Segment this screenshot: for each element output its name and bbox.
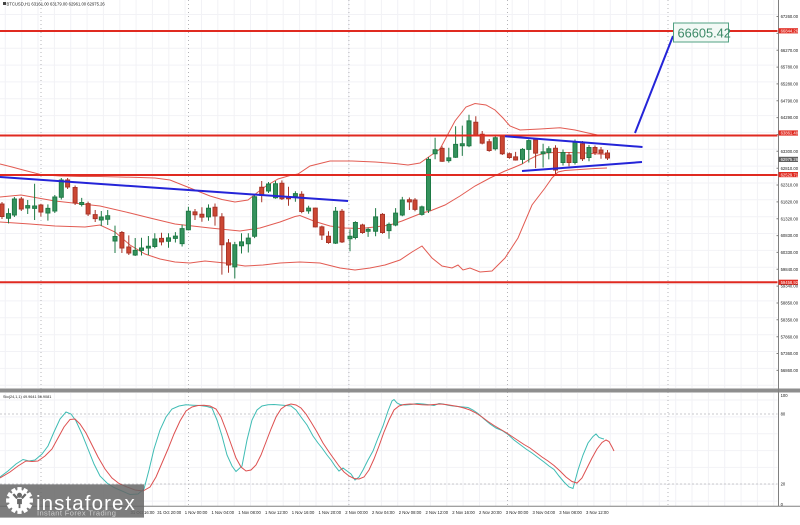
svg-text:2 Nov 00:00: 2 Nov 00:00 (345, 510, 368, 515)
svg-text:2 Nov 12:00: 2 Nov 12:00 (425, 510, 448, 515)
svg-text:20: 20 (781, 482, 786, 487)
svg-text:63861.48: 63861.48 (781, 131, 799, 136)
svg-text:BTCUSD,H1 63161.00 63179.00 6: BTCUSD,H1 63161.00 63179.00 62961.00 629… (7, 1, 106, 6)
svg-text:1 Nov 00:00: 1 Nov 00:00 (185, 510, 208, 515)
svg-text:59840.00: 59840.00 (781, 267, 799, 272)
svg-text:Sto(24,1,1) 49.9641 56.9081: Sto(24,1,1) 49.9641 56.9081 (3, 395, 51, 399)
svg-text:56860.00: 56860.00 (781, 368, 799, 373)
svg-text:2 Nov 16:00: 2 Nov 16:00 (452, 510, 475, 515)
svg-text:58850.00: 58850.00 (781, 301, 799, 306)
svg-text:59458.92: 59458.92 (781, 280, 799, 285)
svg-text:57860.00: 57860.00 (781, 334, 799, 339)
svg-text:62529.71: 62529.71 (781, 172, 799, 177)
svg-text:67260.00: 67260.00 (781, 14, 799, 19)
svg-text:2 Nov 04:00: 2 Nov 04:00 (372, 510, 395, 515)
svg-text:1 Nov 16:00: 1 Nov 16:00 (292, 510, 315, 515)
svg-text:Instant Forex Trading: Instant Forex Trading (37, 509, 116, 518)
svg-text:58350.00: 58350.00 (781, 317, 799, 322)
svg-text:65780.00: 65780.00 (781, 65, 799, 70)
svg-text:62310.00: 62310.00 (781, 183, 799, 188)
svg-text:3 Nov 12:00: 3 Nov 12:00 (586, 510, 609, 515)
svg-text:2 Nov 20:00: 2 Nov 20:00 (479, 510, 502, 515)
svg-text:100: 100 (781, 393, 789, 398)
svg-text:1 Nov 20:00: 1 Nov 20:00 (318, 510, 341, 515)
svg-text:2 Nov 08:00: 2 Nov 08:00 (399, 510, 422, 515)
svg-text:66605.42: 66605.42 (678, 26, 731, 41)
svg-text:1 Nov 08:00: 1 Nov 08:00 (238, 510, 261, 515)
svg-text:1 Nov 04:00: 1 Nov 04:00 (211, 510, 234, 515)
svg-text:63300.00: 63300.00 (781, 149, 799, 154)
svg-text:66270.00: 66270.00 (781, 48, 799, 53)
svg-text:64290.00: 64290.00 (781, 115, 799, 120)
svg-text:instaforex: instaforex (36, 492, 136, 515)
svg-text:60330.00: 60330.00 (781, 250, 799, 255)
svg-text:60830.00: 60830.00 (781, 233, 799, 238)
svg-text:57360.00: 57360.00 (781, 351, 799, 356)
svg-text:64790.00: 64790.00 (781, 98, 799, 103)
svg-text:62810.00: 62810.00 (781, 166, 799, 171)
svg-text:3 Nov 08:00: 3 Nov 08:00 (559, 510, 582, 515)
svg-text:0: 0 (781, 502, 784, 507)
svg-text:3 Nov 04:00: 3 Nov 04:00 (532, 510, 555, 515)
svg-text:1 Nov 12:00: 1 Nov 12:00 (265, 510, 288, 515)
svg-text:31 Oct 20:00: 31 Oct 20:00 (157, 510, 182, 515)
svg-text:66844.26: 66844.26 (781, 29, 799, 34)
svg-text:59340.00: 59340.00 (781, 284, 799, 289)
svg-text:3 Nov 00:00: 3 Nov 00:00 (506, 510, 529, 515)
svg-text:65280.00: 65280.00 (781, 82, 799, 87)
svg-text:61320.00: 61320.00 (781, 216, 799, 221)
svg-text:80: 80 (781, 412, 786, 417)
svg-text:62975.26: 62975.26 (781, 157, 799, 162)
svg-text:61820.00: 61820.00 (781, 199, 799, 204)
